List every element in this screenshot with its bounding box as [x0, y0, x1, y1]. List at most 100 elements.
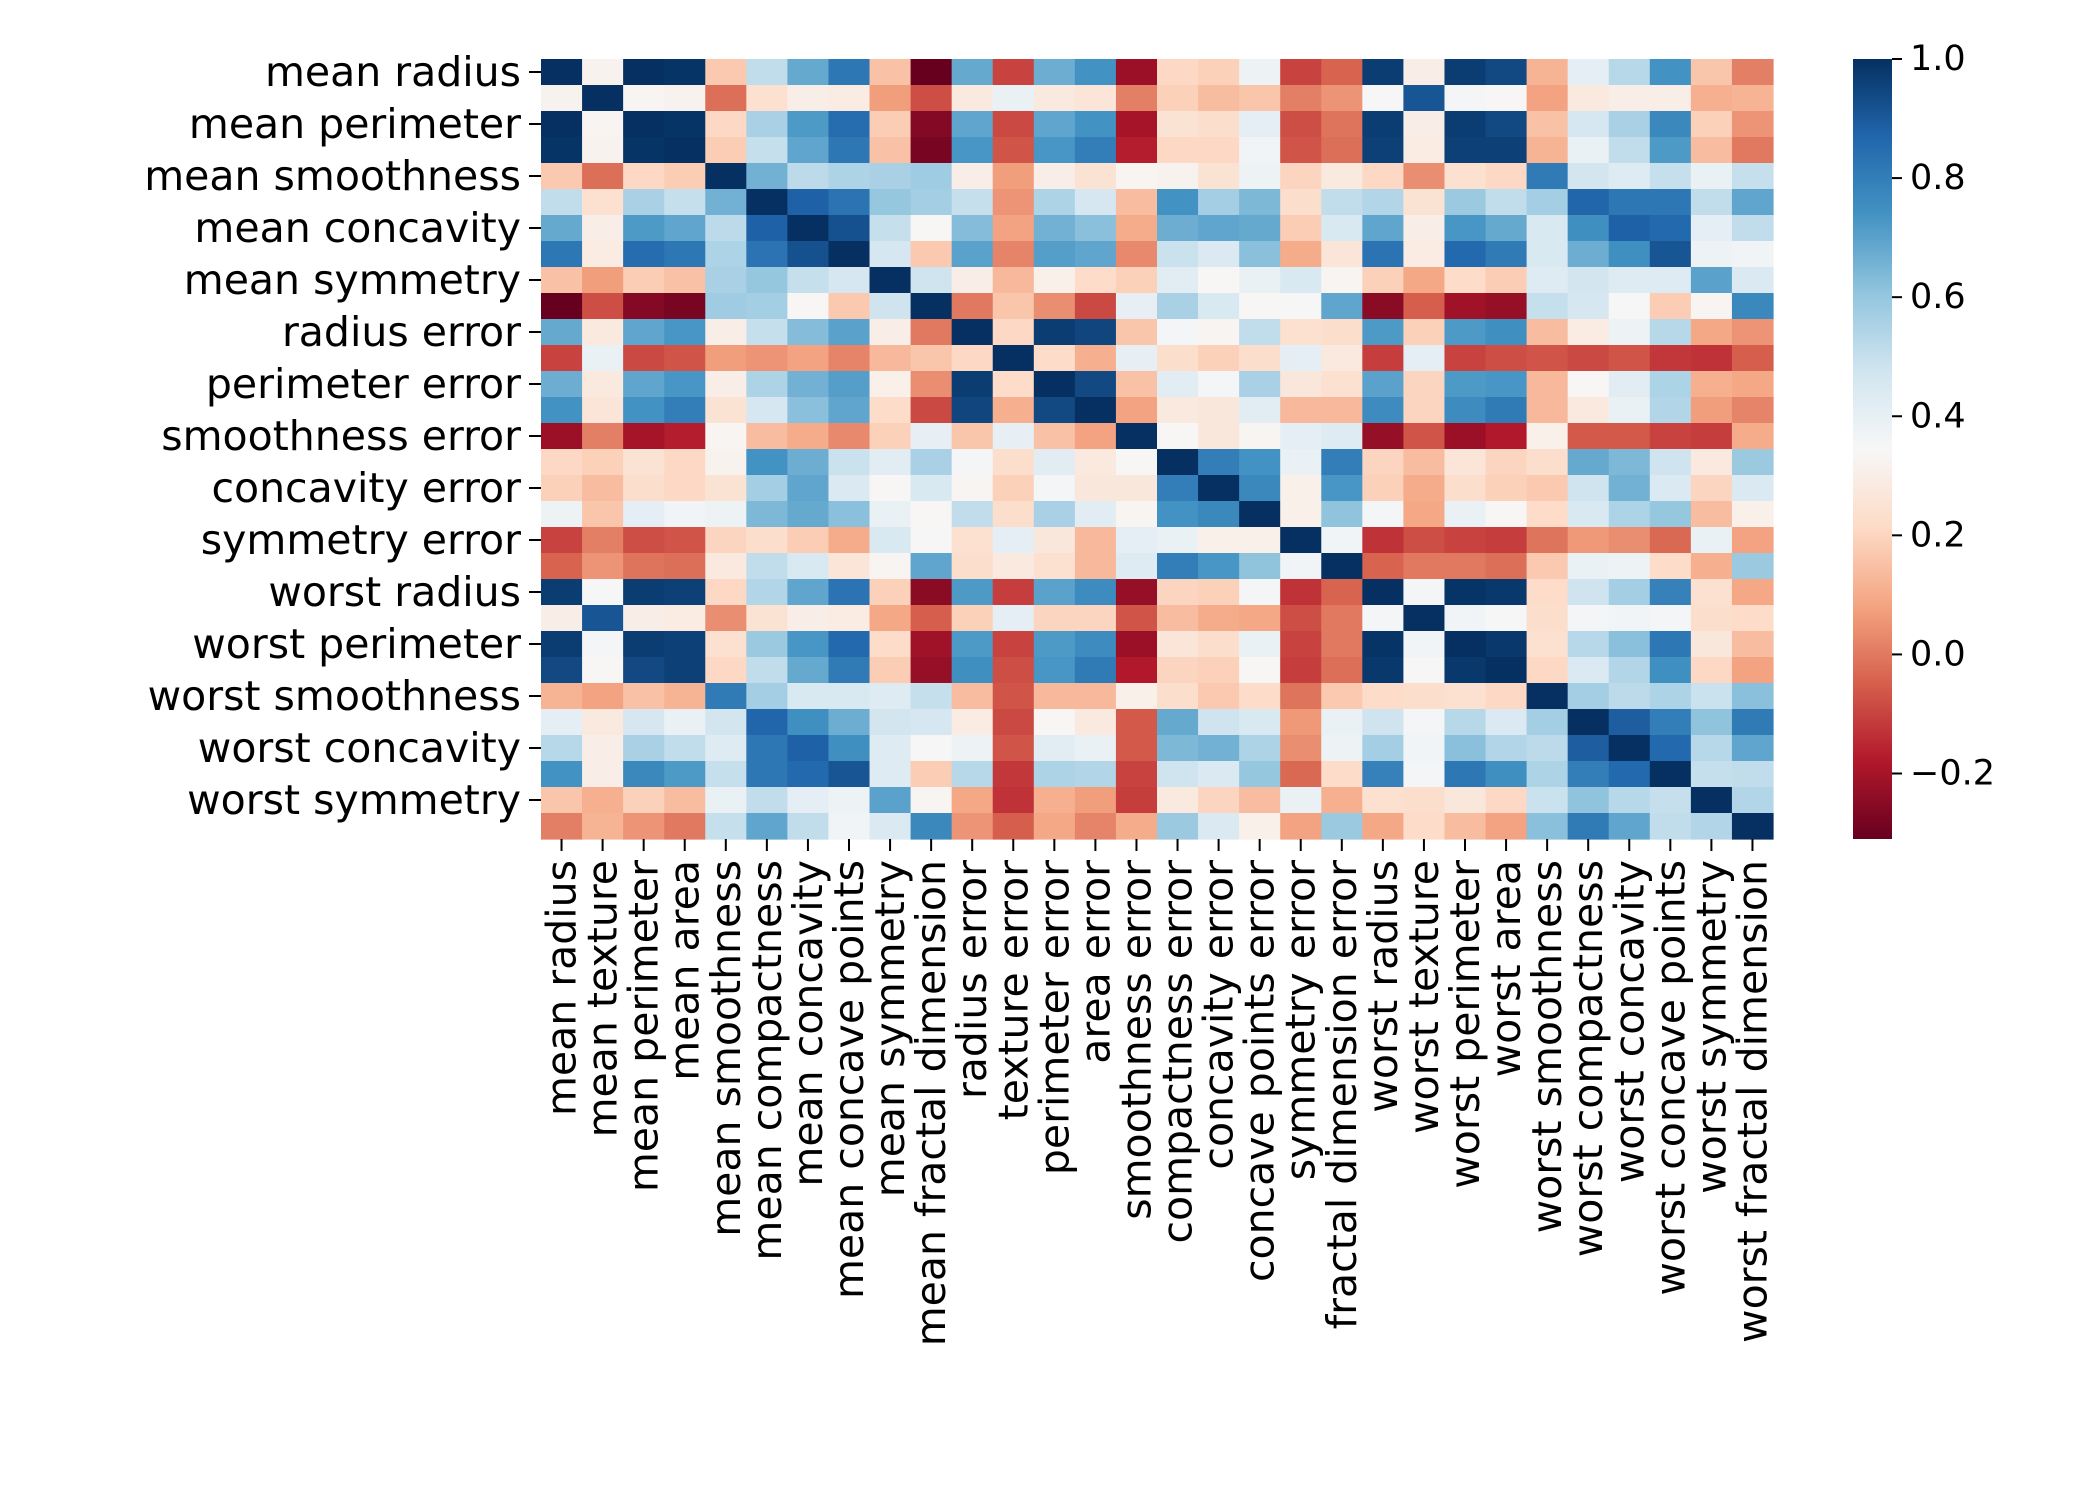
heatmap-cell: [1649, 631, 1692, 658]
heatmap-cell: [1690, 371, 1733, 398]
heatmap-cell: [787, 111, 830, 138]
heatmap-cell: [664, 163, 706, 190]
heatmap-cell: [1198, 189, 1240, 216]
heatmap-cell: [910, 163, 953, 190]
heatmap-cell: [1444, 423, 1487, 450]
heatmap-cell: [582, 293, 624, 320]
heatmap-cell: [1280, 579, 1322, 606]
heatmap-cells: [541, 59, 1774, 840]
heatmap-cell: [1649, 527, 1692, 554]
heatmap-cell: [869, 475, 912, 502]
heatmap-cell: [1157, 787, 1199, 814]
heatmap-cell: [910, 787, 953, 814]
heatmap-cell: [910, 501, 953, 528]
heatmap-cell: [1690, 657, 1733, 684]
heatmap-cell: [1567, 527, 1610, 554]
heatmap-cell: [1362, 423, 1404, 450]
heatmap-cell: [1485, 683, 1528, 710]
heatmap-cell: [1567, 709, 1610, 736]
heatmap-cell: [1115, 605, 1158, 632]
heatmap-cell: [582, 605, 624, 632]
heatmap-cell: [746, 683, 788, 710]
heatmap-cell: [1690, 449, 1733, 476]
heatmap-cell: [1485, 475, 1528, 502]
heatmap-cell: [1280, 371, 1322, 398]
heatmap-cell: [992, 501, 1035, 528]
heatmap-cell: [705, 449, 747, 476]
heatmap-cell: [951, 215, 994, 242]
heatmap-cell: [1074, 527, 1117, 554]
heatmap-cell: [1485, 553, 1528, 580]
heatmap-cell: [623, 683, 665, 710]
heatmap-cell: [1033, 579, 1076, 606]
heatmap-cell: [1362, 709, 1404, 736]
heatmap-cell: [1033, 787, 1076, 814]
heatmap-cell: [1280, 85, 1322, 112]
heatmap-cell: [664, 761, 706, 788]
x-tick-label: area error: [1071, 860, 1119, 1064]
heatmap-cell: [1485, 371, 1528, 398]
heatmap-cell: [1321, 501, 1363, 528]
heatmap-cell: [1033, 683, 1076, 710]
heatmap-cell: [1403, 527, 1446, 554]
heatmap-cell: [705, 345, 747, 372]
heatmap-cell: [1115, 189, 1158, 216]
heatmap-cell: [1033, 293, 1076, 320]
heatmap-cell: [1033, 553, 1076, 580]
heatmap-cell: [1403, 475, 1446, 502]
y-tick-label: worst concavity: [198, 724, 521, 772]
heatmap-cell: [951, 371, 994, 398]
heatmap-cell: [623, 397, 665, 424]
heatmap-cell: [910, 735, 953, 762]
heatmap-cell: [1526, 293, 1569, 320]
heatmap-cell: [1198, 59, 1240, 86]
colorbar-tick-label: 0.2: [1910, 515, 1966, 555]
heatmap-cell: [1608, 787, 1651, 814]
heatmap-cell: [746, 397, 788, 424]
heatmap-cell: [1526, 683, 1569, 710]
heatmap-cell: [582, 423, 624, 450]
x-tick-label: concave points error: [1236, 860, 1284, 1282]
heatmap-cell: [1608, 813, 1651, 840]
heatmap-cell: [1403, 501, 1446, 528]
heatmap-cell: [1649, 579, 1692, 606]
heatmap-cell: [1280, 111, 1322, 138]
heatmap-cell: [1157, 241, 1199, 268]
heatmap-cell: [1526, 59, 1569, 86]
heatmap-cell: [828, 813, 871, 840]
heatmap-cell: [1157, 189, 1199, 216]
heatmap-cell: [1033, 59, 1076, 86]
y-tick-label: symmetry error: [201, 516, 521, 564]
heatmap-cell: [1198, 475, 1240, 502]
heatmap-cell: [1239, 163, 1281, 190]
heatmap-cell: [1485, 709, 1528, 736]
heatmap-cell: [705, 319, 747, 346]
heatmap-cell: [746, 657, 788, 684]
heatmap-cell: [541, 189, 583, 216]
heatmap-cell: [828, 111, 871, 138]
heatmap-cell: [951, 787, 994, 814]
heatmap-cell: [1690, 189, 1733, 216]
heatmap-cell: [992, 111, 1035, 138]
heatmap-cell: [582, 501, 624, 528]
heatmap-cell: [705, 527, 747, 554]
heatmap-cell: [1157, 657, 1199, 684]
heatmap-cell: [1526, 215, 1569, 242]
heatmap-cell: [1321, 215, 1363, 242]
heatmap-cell: [664, 137, 706, 164]
heatmap-cell: [869, 579, 912, 606]
heatmap-cell: [1157, 319, 1199, 346]
heatmap-cell: [951, 527, 994, 554]
heatmap-cell: [623, 137, 665, 164]
heatmap-cell: [582, 631, 624, 658]
heatmap-cell: [1444, 59, 1487, 86]
heatmap-cell: [828, 293, 871, 320]
heatmap-cell: [1444, 163, 1487, 190]
heatmap-cell: [1115, 423, 1158, 450]
heatmap-cell: [1485, 787, 1528, 814]
heatmap-cell: [1033, 85, 1076, 112]
heatmap-cell: [992, 137, 1035, 164]
x-tick-label: worst compactness: [1564, 860, 1612, 1257]
heatmap-cell: [1444, 449, 1487, 476]
heatmap-cell: [705, 59, 747, 86]
